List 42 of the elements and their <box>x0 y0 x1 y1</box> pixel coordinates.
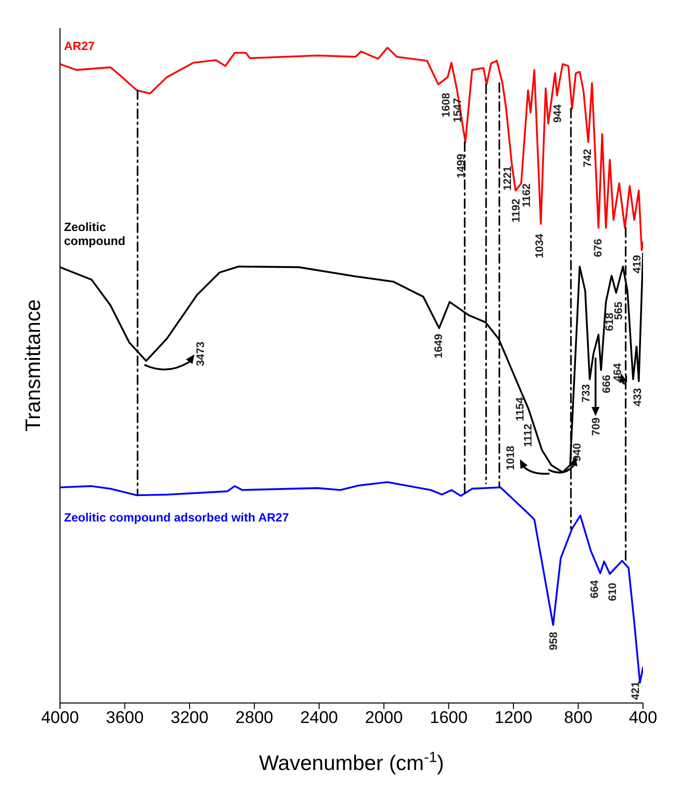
annotation: 419 <box>632 254 644 274</box>
annotation: 666 <box>601 374 614 394</box>
annotation: 1221 <box>502 166 514 191</box>
annotation: 565 <box>613 302 626 320</box>
x-tick-label: 800 <box>564 708 592 728</box>
annotation: 1018 <box>504 446 517 470</box>
annotation: 709 <box>590 418 602 436</box>
annotation: 742 <box>582 148 594 168</box>
series-label: AR27 <box>64 39 96 54</box>
annotation: 1649 <box>433 334 446 358</box>
annotation: 1112 <box>522 424 535 448</box>
x-tick-label: 2000 <box>364 708 403 728</box>
annotation: 664 <box>589 579 602 598</box>
x-tick-label: 1600 <box>430 708 468 728</box>
annotation: 676 <box>592 238 604 258</box>
x-tick-label: 400 <box>628 708 658 728</box>
annotation: 618 <box>604 312 616 332</box>
annotation: 3473 <box>195 342 208 366</box>
annotation: 733 <box>580 384 593 402</box>
x-axis-title: Wavenumber (cm$^{-1}$) <box>259 750 444 775</box>
annotation: 610 <box>606 582 619 602</box>
x-tick-label: 2800 <box>235 708 274 728</box>
annotation: 1034 <box>534 232 546 258</box>
annotation: 958 <box>548 632 560 650</box>
annotation: 1499 <box>455 154 468 178</box>
series-label: Zeolitic compound <box>64 220 126 248</box>
annotation: 1608 <box>440 92 453 118</box>
annotation: 421 <box>630 682 642 700</box>
x-tick-label: 3600 <box>106 708 144 728</box>
annotation: 1547 <box>452 98 464 122</box>
annotation: 1162 <box>521 183 534 208</box>
x-tick-label: 2400 <box>300 708 338 728</box>
annotation: 1192 <box>510 198 523 222</box>
x-tick-label: 4000 <box>41 708 79 728</box>
series-label: Zeolitic compound adsorbed with AR27 <box>64 510 290 524</box>
x-tick-label: 3200 <box>170 708 208 728</box>
x-tick-label: 1200 <box>494 708 532 728</box>
annotation: 433 <box>632 388 644 406</box>
y-axis-title: Transmittance <box>22 299 46 432</box>
annotation: 1154 <box>514 396 526 422</box>
annotation: 944 <box>552 103 564 123</box>
annotation: 464 <box>612 362 624 382</box>
